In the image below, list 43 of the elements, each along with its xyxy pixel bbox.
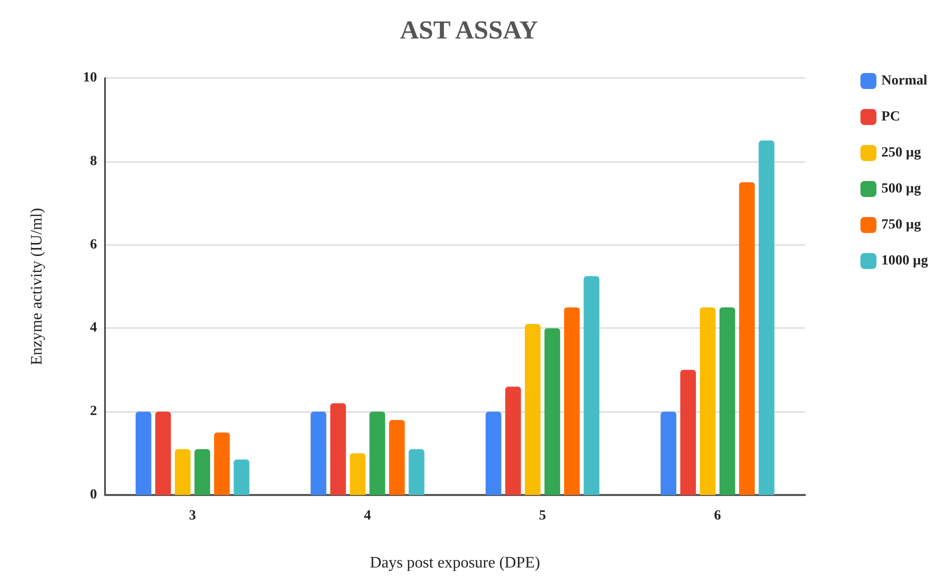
bar <box>680 370 696 495</box>
x-tick-label: 3 <box>189 508 196 524</box>
bar <box>136 412 152 495</box>
bar <box>330 403 346 495</box>
bar <box>310 412 326 495</box>
bar <box>739 182 755 495</box>
y-tick-label: 2 <box>90 404 97 420</box>
bar <box>174 449 191 495</box>
y-tick-label: 0 <box>90 488 97 502</box>
legend-label: 250 µg <box>881 146 922 160</box>
bar <box>234 460 250 495</box>
bar <box>194 449 210 495</box>
bar <box>758 140 774 495</box>
y-tick-label: 8 <box>90 154 97 169</box>
legend-label: Normal <box>881 74 928 88</box>
bar <box>408 449 424 495</box>
y-axis-title: Enzyme activity (IU/ml) <box>28 208 46 366</box>
bar <box>660 412 676 495</box>
bar <box>505 386 521 495</box>
bar <box>350 453 366 495</box>
bar <box>369 412 386 495</box>
legend-label: 1000 µg <box>881 254 928 268</box>
legend-label: 750 µg <box>881 218 922 232</box>
x-axis-title: Days post exposure (DPE) <box>370 554 540 572</box>
bar <box>719 307 736 495</box>
legend-label: PC <box>881 110 900 124</box>
x-tick-label: 6 <box>714 508 721 524</box>
y-tick-label: 6 <box>90 237 97 252</box>
bar <box>700 307 716 495</box>
bar <box>486 412 502 495</box>
legend-label: 500 µg <box>881 182 922 196</box>
x-tick-label: 4 <box>364 508 371 524</box>
bar <box>214 432 230 495</box>
x-tick-label: 5 <box>539 508 546 524</box>
bar <box>389 420 405 495</box>
bar <box>584 276 600 495</box>
y-tick-label: 10 <box>83 70 97 86</box>
chart-title: AST ASSAY <box>400 16 538 44</box>
bar <box>524 324 541 495</box>
bar <box>564 307 580 495</box>
bar <box>544 328 560 495</box>
y-tick-label: 4 <box>90 320 97 336</box>
bar <box>155 412 171 495</box>
